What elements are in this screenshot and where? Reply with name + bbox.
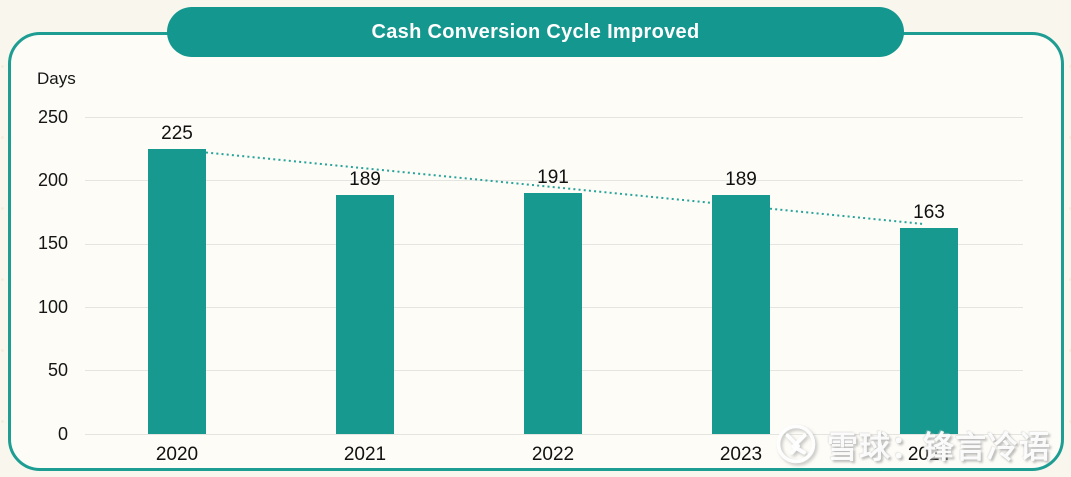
bar-value-label-2021: 189 [349,169,381,191]
x-tick-label-2023: 2023 [719,444,763,465]
xueqiu-logo-icon [776,424,816,464]
bar-2024 [900,228,958,435]
bar-value-label-2023: 189 [725,169,757,191]
watermark-text: 雪球：锋言冷语 [827,429,1051,465]
x-tick-label-2020: 2020 [155,444,199,465]
bar-value-label-2022: 191 [537,166,569,188]
chart-title: Cash Conversion Cycle Improved [371,20,700,43]
x-tick-label-2024: 2024 [907,444,951,465]
y-tick-label-150: 150 [37,233,68,254]
y-tick-label-100: 100 [37,296,68,317]
y-axis-unit-label: Days [37,69,76,88]
y-tick-label-50: 50 [47,360,68,381]
bar-2023 [712,195,770,435]
y-tick-label-200: 200 [37,170,68,191]
y-tick-label-0: 0 [57,423,68,444]
gridline-250 [85,117,1023,119]
y-tick-label-250: 250 [37,106,68,127]
bar-value-label-2024: 163 [913,202,945,224]
bar-2021 [336,195,394,435]
bar-2020 [148,149,206,435]
x-tick-label-2022: 2022 [531,444,575,465]
watermark: 雪球：锋言冷语 [774,420,1051,468]
x-tick-label-2021: 2021 [343,444,387,465]
bar-value-label-2020: 225 [161,123,193,145]
chart-title-banner: Cash Conversion Cycle Improved [167,7,904,57]
bar-2022 [524,192,582,435]
